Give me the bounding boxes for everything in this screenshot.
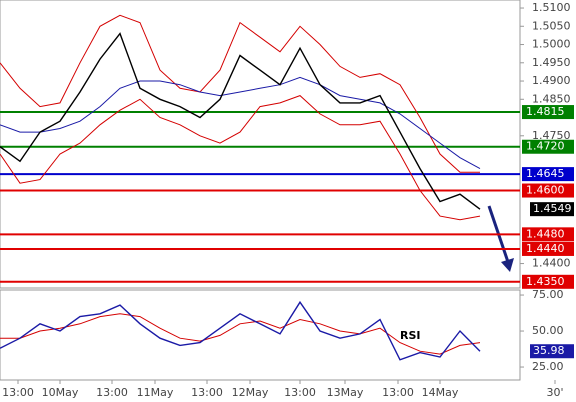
y-tick-label: 1.4850 (532, 92, 571, 105)
level-label-bg (522, 241, 574, 256)
arrow-head (501, 258, 514, 272)
level-label: 1.4480 (526, 227, 565, 240)
level-label-bg (522, 139, 574, 154)
x-tick-label: 13:00 (2, 386, 34, 399)
x-tick-label: 13:00 (284, 386, 316, 399)
rsi-title: RSI (400, 329, 421, 342)
level-label: 1.4720 (526, 140, 565, 153)
last-value-bg (530, 202, 574, 217)
level-label: 1.4350 (526, 275, 565, 288)
series-line (0, 300, 481, 361)
last-value-label: 35.98 (533, 344, 565, 357)
series-line (0, 14, 480, 173)
x-tick-label: 12May (232, 386, 269, 399)
x-tick-label: 10May (42, 386, 79, 399)
x-tick-label: 13:00 (191, 386, 223, 399)
last-value-label: 1.4549 (533, 202, 572, 215)
x-tick-label: 13:00 (382, 386, 414, 399)
level-label: 1.4645 (526, 167, 565, 180)
x-tick-label: 13May (327, 386, 364, 399)
x-tick-label: 14May (422, 386, 459, 399)
x-tick-label: 13:00 (96, 386, 128, 399)
level-label-bg (522, 105, 574, 120)
series-line (0, 32, 481, 210)
y-tick-label: 1.4950 (532, 56, 571, 69)
price-panel (0, 0, 521, 289)
y-tick-label: 50.00 (532, 324, 564, 337)
series-line (0, 313, 481, 355)
level-label-bg (522, 274, 574, 289)
y-tick-label: 1.5050 (532, 19, 571, 32)
y-tick-label: 1.5000 (532, 38, 571, 51)
y-tick-label: 1.4400 (532, 257, 571, 270)
y-tick-label: 1.4900 (532, 74, 571, 87)
y-tick-label: 75.00 (532, 288, 564, 301)
level-label-bg (522, 167, 574, 182)
level-label: 1.4815 (526, 105, 565, 118)
rsi-panel (0, 289, 521, 381)
x-tick-label: 11May (137, 386, 174, 399)
y-tick-label: 1.4750 (532, 129, 571, 142)
series-line (0, 95, 481, 221)
level-label: 1.4440 (526, 242, 565, 255)
y-tick-label: 1.5100 (532, 1, 571, 14)
y-tick-label: 25.00 (532, 360, 564, 373)
x-tick-label: 30' (546, 386, 563, 399)
series-line (0, 76, 481, 170)
level-label-bg (522, 227, 574, 242)
level-label-bg (522, 183, 574, 198)
last-value-bg (530, 344, 574, 359)
level-label: 1.4600 (526, 184, 565, 197)
